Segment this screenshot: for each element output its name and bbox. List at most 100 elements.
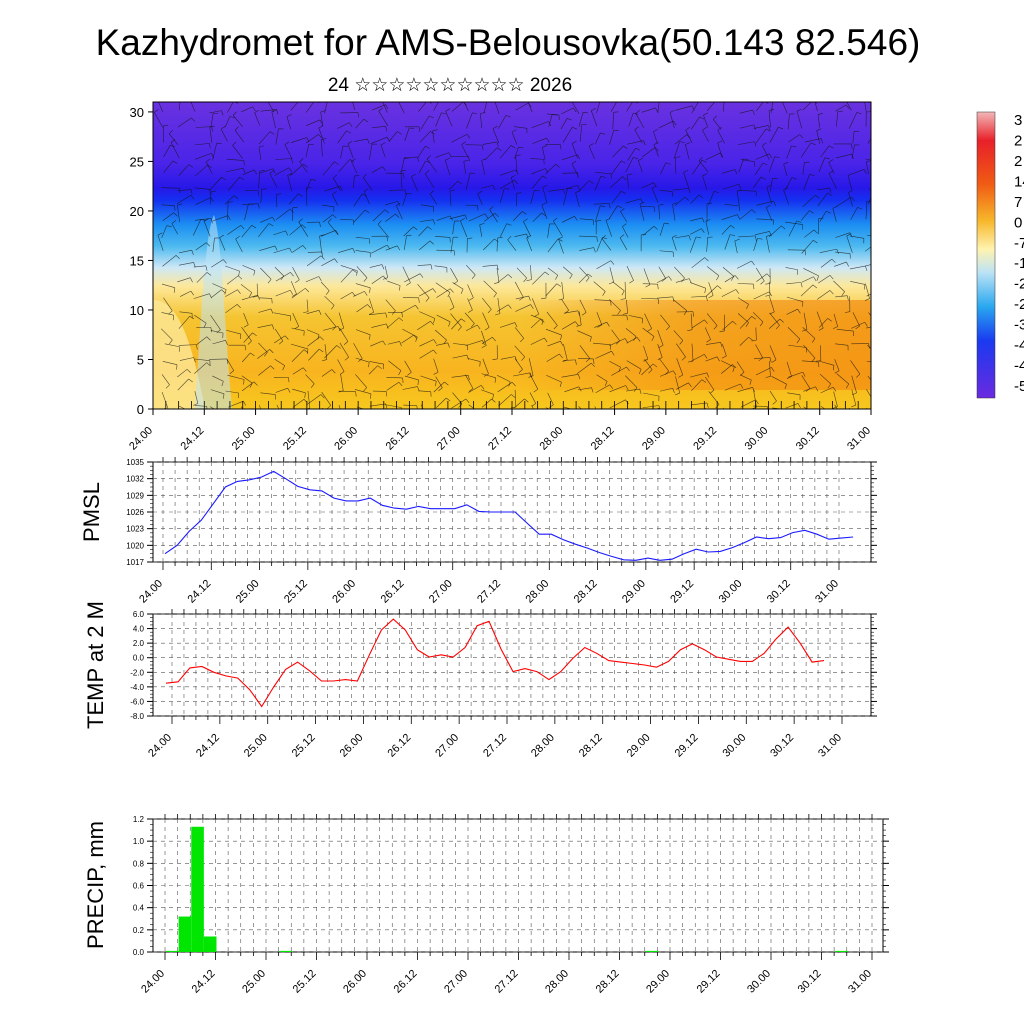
wind-barb-feather bbox=[457, 326, 462, 331]
x-tick-label: 27.12 bbox=[481, 732, 509, 760]
wind-barb-feather bbox=[352, 219, 355, 225]
wind-barb-feather bbox=[406, 282, 411, 286]
wind-barb bbox=[865, 326, 871, 329]
wind-barb bbox=[594, 176, 602, 191]
wind-barb-feather bbox=[234, 126, 239, 131]
wind-barb-feather bbox=[489, 206, 494, 210]
wind-barb-feather bbox=[559, 353, 563, 359]
wind-barb-feather bbox=[717, 126, 722, 131]
wind-barb bbox=[690, 194, 700, 204]
wind-barb bbox=[494, 102, 500, 114]
x-tick-label: 28.12 bbox=[589, 425, 617, 453]
wind-barb bbox=[705, 376, 715, 391]
wind-barb-feather bbox=[735, 289, 739, 294]
wind-barb-feather bbox=[430, 320, 434, 326]
wind-barb-feather bbox=[268, 223, 274, 227]
wind-barb bbox=[388, 189, 406, 191]
wind-barb-feather bbox=[620, 190, 626, 194]
x-tick-label: 27.00 bbox=[433, 732, 461, 760]
wind-barb bbox=[402, 266, 411, 283]
wind-barb-feather bbox=[488, 97, 493, 98]
wind-barb bbox=[287, 175, 292, 192]
wind-barb bbox=[722, 267, 735, 277]
wind-barb-feather bbox=[399, 341, 402, 347]
wind-barb-feather bbox=[653, 226, 658, 230]
wind-barb bbox=[212, 237, 215, 252]
wind-barb bbox=[834, 404, 838, 409]
wind-barb-feather bbox=[832, 406, 838, 409]
wind-barb bbox=[800, 284, 814, 297]
wind-barb bbox=[669, 112, 675, 129]
wind-barb-feather bbox=[186, 369, 191, 373]
y-tick-label: 0 bbox=[137, 402, 144, 417]
wind-barb bbox=[436, 314, 451, 323]
wind-barb-feather bbox=[718, 98, 722, 101]
wind-barb-feather bbox=[339, 371, 345, 375]
wind-barb-feather bbox=[597, 420, 601, 423]
wind-barb-feather bbox=[813, 276, 817, 282]
wind-barb bbox=[851, 389, 857, 406]
wind-barb-feather bbox=[253, 169, 258, 175]
x-tick-label: 31.00 bbox=[846, 968, 874, 996]
wind-barb-feather bbox=[831, 258, 836, 263]
wind-barb bbox=[212, 283, 227, 290]
wind-barb-feather bbox=[302, 245, 307, 250]
wind-barb bbox=[481, 297, 492, 310]
wind-barb-feather bbox=[193, 403, 198, 406]
wind-barb-feather bbox=[367, 304, 372, 309]
wind-barb-feather bbox=[253, 270, 256, 276]
wind-barb bbox=[209, 127, 213, 144]
wind-barb bbox=[177, 117, 192, 128]
pmsl-grid bbox=[153, 461, 871, 563]
wind-barb-feather bbox=[832, 386, 837, 392]
wind-barb-feather bbox=[754, 141, 757, 147]
wind-barb bbox=[228, 400, 244, 408]
wind-barb bbox=[275, 272, 291, 282]
wind-barb bbox=[850, 281, 865, 285]
wind-barb bbox=[690, 217, 703, 222]
wind-barb bbox=[466, 112, 473, 129]
wind-barb-feather bbox=[560, 334, 562, 341]
wind-barb-feather bbox=[654, 206, 656, 212]
wind-barb bbox=[722, 407, 724, 409]
wind-barb bbox=[867, 345, 871, 350]
wind-barb-feather bbox=[593, 358, 595, 364]
wind-barb-feather bbox=[765, 294, 771, 297]
wind-barb-feather bbox=[717, 285, 722, 289]
wind-barb bbox=[588, 146, 595, 159]
wind-barb-feather bbox=[775, 325, 780, 330]
wind-barb bbox=[802, 327, 816, 339]
wind-barb bbox=[274, 358, 285, 366]
wind-barb-feather bbox=[449, 189, 455, 192]
wind-barb-feather bbox=[378, 107, 383, 112]
wind-barb bbox=[445, 111, 453, 127]
wind-barb bbox=[738, 158, 744, 173]
precip-bar bbox=[166, 950, 179, 952]
x-tick-label: 29.12 bbox=[673, 732, 701, 760]
y-tick-label: -4.0 bbox=[130, 683, 144, 692]
wind-barb-feather bbox=[737, 214, 740, 220]
wind-barb bbox=[548, 188, 564, 192]
wind-barb-feather bbox=[334, 258, 338, 263]
wind-barb bbox=[851, 144, 855, 159]
wind-barb bbox=[306, 187, 308, 206]
wind-barb-feather bbox=[332, 214, 337, 219]
wind-barb bbox=[579, 218, 594, 221]
wind-barb bbox=[497, 304, 509, 312]
wind-barb bbox=[849, 265, 866, 270]
wind-barb bbox=[163, 145, 171, 157]
wind-barb-feather bbox=[636, 337, 641, 342]
wind-barb bbox=[482, 264, 498, 267]
wind-barb-feather bbox=[820, 138, 824, 144]
wind-barb-feather bbox=[411, 173, 416, 178]
wind-barb bbox=[514, 233, 527, 237]
wind-barb-feather bbox=[573, 107, 577, 113]
wind-barb-feather bbox=[227, 215, 231, 221]
wind-barb-feather bbox=[846, 233, 852, 237]
wind-barb-feather bbox=[738, 184, 742, 189]
wind-barb bbox=[386, 317, 400, 329]
wind-barb bbox=[753, 238, 758, 252]
wind-barb bbox=[740, 399, 756, 408]
wind-barb-feather bbox=[555, 275, 559, 280]
wind-barb-feather bbox=[523, 277, 527, 283]
